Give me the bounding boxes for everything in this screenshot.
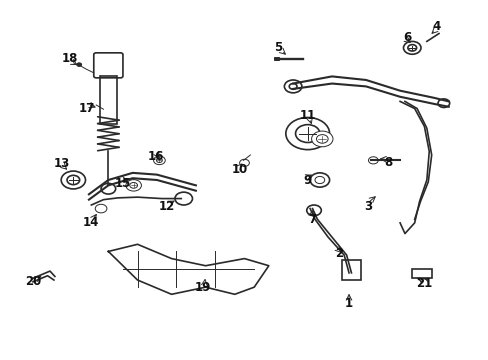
Bar — [411, 269, 431, 278]
Text: 21: 21 — [415, 277, 432, 290]
Text: 17: 17 — [78, 102, 94, 115]
Text: 20: 20 — [25, 275, 41, 288]
Circle shape — [95, 204, 107, 213]
Circle shape — [285, 117, 329, 150]
Circle shape — [153, 156, 165, 165]
Text: 11: 11 — [299, 109, 315, 122]
Text: 4: 4 — [431, 20, 440, 33]
Circle shape — [368, 157, 377, 164]
Circle shape — [403, 41, 420, 54]
Text: 3: 3 — [364, 200, 372, 213]
Text: 1: 1 — [344, 297, 352, 310]
Bar — [100, 76, 117, 123]
Text: 12: 12 — [158, 200, 175, 213]
Text: 8: 8 — [383, 156, 391, 168]
Circle shape — [309, 173, 329, 187]
Text: 19: 19 — [195, 281, 211, 294]
Text: 6: 6 — [403, 31, 411, 44]
Circle shape — [284, 80, 301, 93]
Text: 16: 16 — [147, 150, 164, 163]
Text: 13: 13 — [54, 157, 70, 170]
Text: 15: 15 — [115, 177, 131, 190]
Polygon shape — [108, 244, 268, 294]
Text: 14: 14 — [83, 216, 100, 229]
Bar — [341, 260, 361, 280]
Text: 18: 18 — [61, 52, 78, 65]
Circle shape — [437, 99, 449, 108]
Text: 9: 9 — [303, 174, 311, 186]
Circle shape — [125, 180, 141, 191]
Text: 5: 5 — [274, 41, 282, 54]
Circle shape — [311, 131, 332, 147]
Text: 7: 7 — [308, 213, 316, 226]
Circle shape — [175, 192, 192, 205]
Circle shape — [77, 63, 81, 66]
Text: 2: 2 — [335, 247, 343, 260]
Circle shape — [239, 159, 249, 166]
Text: 10: 10 — [231, 163, 247, 176]
Circle shape — [61, 171, 85, 189]
FancyBboxPatch shape — [273, 57, 278, 60]
Circle shape — [306, 205, 321, 216]
